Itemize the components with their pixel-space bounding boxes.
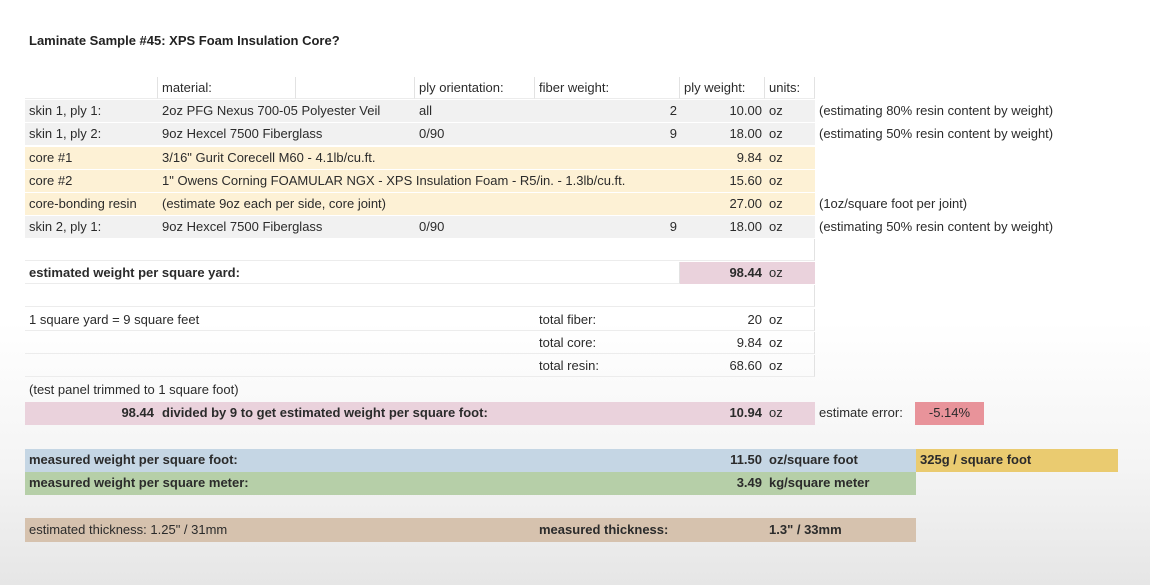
header-ply-weight: ply weight: bbox=[684, 80, 746, 95]
row-unit: oz bbox=[769, 219, 783, 234]
row-orientation: 0/90 bbox=[419, 126, 445, 141]
row-ply-weight: 10.00 bbox=[729, 103, 762, 118]
page-title: Laminate Sample #45: XPS Foam Insulation… bbox=[29, 33, 340, 48]
empty-row[interactable] bbox=[25, 239, 815, 261]
row-background bbox=[25, 216, 815, 238]
measured-grams[interactable]: 325g / square foot bbox=[920, 452, 1032, 467]
total-unit: oz bbox=[769, 358, 783, 373]
estimate-unit: oz bbox=[769, 265, 783, 280]
row-label: skin 1, ply 1: bbox=[29, 103, 102, 118]
measured-foot-label: measured weight per square foot: bbox=[29, 452, 238, 467]
measured-thickness-value[interactable]: 1.3" / 33mm bbox=[769, 522, 842, 537]
total-label: total resin: bbox=[539, 358, 599, 373]
header-cell[interactable] bbox=[415, 77, 535, 99]
per-foot-label: divided by 9 to get estimated weight per… bbox=[162, 405, 488, 420]
row-background bbox=[25, 123, 815, 145]
per-foot-value[interactable]: 10.94 bbox=[729, 405, 762, 420]
estimate-value[interactable]: 98.44 bbox=[729, 265, 762, 280]
row-material: 2oz PFG Nexus 700-05 Polyester Veil bbox=[162, 103, 381, 118]
measured-thickness-label: measured thickness: bbox=[539, 522, 669, 537]
per-foot-left-value[interactable]: 98.44 bbox=[121, 405, 154, 420]
header-cell-empty[interactable] bbox=[25, 77, 158, 99]
row-unit: oz bbox=[769, 173, 783, 188]
row-ply-weight: 15.60 bbox=[729, 173, 762, 188]
estimate-error-highlight bbox=[915, 402, 984, 425]
row-unit: oz bbox=[769, 196, 783, 211]
total-label: total core: bbox=[539, 335, 597, 350]
estimate-error-label: estimate error: bbox=[819, 405, 903, 420]
row-material: (estimate 9oz each per side, core joint) bbox=[162, 196, 386, 211]
conversion-note: 1 square yard = 9 square feet bbox=[29, 312, 200, 327]
estimate-row-bg bbox=[25, 262, 680, 284]
row-material: 9oz Hexcel 7500 Fiberglass bbox=[162, 219, 323, 234]
row-background bbox=[25, 100, 815, 122]
header-cell[interactable] bbox=[296, 77, 415, 99]
grid-row bbox=[25, 332, 815, 354]
per-foot-highlight bbox=[25, 402, 680, 425]
row-note: (1oz/square foot per joint) bbox=[819, 196, 968, 211]
row-background-core bbox=[25, 193, 815, 215]
grams-highlight bbox=[916, 449, 1118, 472]
total-value[interactable]: 68.60 bbox=[729, 358, 762, 373]
row-fiber-weight: 9 bbox=[669, 126, 677, 141]
row-fiber-weight: 9 bbox=[669, 219, 677, 234]
row-orientation: all bbox=[419, 103, 433, 118]
total-value[interactable]: 20 bbox=[747, 312, 762, 327]
row-note: (estimating 50% resin content by weight) bbox=[819, 219, 1054, 234]
estimate-error-value[interactable]: -5.14% bbox=[928, 405, 971, 420]
row-unit: oz bbox=[769, 103, 783, 118]
header-cell[interactable] bbox=[535, 77, 680, 99]
row-ply-weight: 27.00 bbox=[729, 196, 762, 211]
row-ply-weight: 18.00 bbox=[729, 219, 762, 234]
measured-foot-value[interactable]: 11.50 bbox=[730, 452, 762, 467]
thickness-bar bbox=[25, 518, 916, 542]
estimate-label: estimated weight per square yard: bbox=[29, 265, 240, 280]
per-foot-value-highlight bbox=[680, 402, 815, 425]
measured-meter-unit: kg/square meter bbox=[769, 475, 870, 490]
row-unit: oz bbox=[769, 126, 783, 141]
estimate-highlight bbox=[680, 262, 815, 284]
total-unit: oz bbox=[769, 335, 783, 350]
row-label: skin 2, ply 1: bbox=[29, 219, 102, 234]
measured-foot-unit: oz/square foot bbox=[769, 452, 858, 467]
row-label: skin 1, ply 2: bbox=[29, 126, 102, 141]
row-material: 3/16" Gurit Corecell M60 - 4.1lb/cu.ft. bbox=[162, 150, 376, 165]
row-orientation: 0/90 bbox=[419, 219, 445, 234]
row-note: (estimating 80% resin content by weight) bbox=[819, 103, 1054, 118]
row-ply-weight: 9.84 bbox=[736, 150, 762, 165]
measured-meter-bar bbox=[25, 472, 916, 495]
per-foot-unit: oz bbox=[769, 405, 783, 420]
row-ply-weight: 18.00 bbox=[729, 126, 762, 141]
header-ply-orientation: ply orientation: bbox=[419, 80, 504, 95]
row-fiber-weight: 2 bbox=[669, 103, 677, 118]
row-label: core #2 bbox=[29, 173, 73, 188]
total-label: total fiber: bbox=[539, 312, 597, 327]
total-unit: oz bbox=[769, 312, 783, 327]
estimated-thickness: estimated thickness: 1.25" / 31mm bbox=[29, 522, 228, 537]
measured-foot-bar bbox=[25, 449, 916, 472]
trim-note: (test panel trimmed to 1 square foot) bbox=[29, 382, 239, 397]
header-units: units: bbox=[769, 80, 801, 95]
row-background-core bbox=[25, 170, 815, 192]
total-value[interactable]: 9.84 bbox=[736, 335, 762, 350]
grid-row bbox=[25, 309, 815, 331]
header-cell[interactable] bbox=[765, 77, 815, 99]
row-material: 1" Owens Corning FOAMULAR NGX - XPS Insu… bbox=[162, 173, 626, 188]
row-label: core #1 bbox=[29, 150, 73, 165]
measured-meter-value[interactable]: 3.49 bbox=[736, 475, 762, 490]
row-note: (estimating 50% resin content by weight) bbox=[819, 126, 1054, 141]
row-material: 9oz Hexcel 7500 Fiberglass bbox=[162, 126, 323, 141]
grid-row bbox=[25, 355, 815, 377]
row-label: core-bonding resin bbox=[29, 196, 137, 211]
row-background-core bbox=[25, 147, 815, 169]
header-fiber-weight: fiber weight: bbox=[539, 80, 610, 95]
header-cell[interactable] bbox=[158, 77, 296, 99]
header-material: material: bbox=[162, 80, 212, 95]
measured-meter-label: measured weight per square meter: bbox=[29, 475, 249, 490]
empty-row[interactable] bbox=[25, 285, 815, 307]
header-cell[interactable] bbox=[680, 77, 765, 99]
row-unit: oz bbox=[769, 150, 783, 165]
